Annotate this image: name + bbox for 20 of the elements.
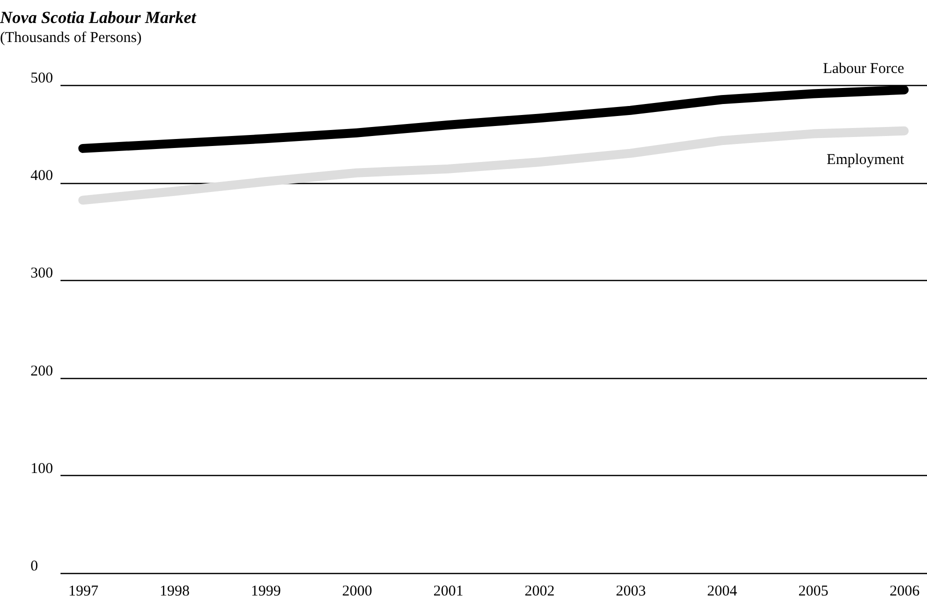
x-tick-label: 2001	[433, 584, 464, 600]
x-tick-label: 2004	[707, 584, 738, 600]
y-tick-label: 300	[30, 266, 53, 282]
y-tick-label: 400	[30, 168, 53, 184]
x-tick-label: 1998	[160, 584, 190, 600]
y-tick-label: 500	[30, 70, 53, 86]
series-label: Labour Force	[822, 60, 905, 77]
y-tick-label: 200	[30, 363, 53, 380]
y-tick-label: 100	[30, 460, 53, 477]
chart-subtitle: (Thousands of Persons)	[0, 30, 142, 46]
x-tick-label: 1997	[68, 584, 99, 600]
x-tick-label: 2003	[616, 584, 646, 600]
x-tick-label: 2006	[890, 584, 920, 600]
x-tick-label: 1999	[250, 584, 281, 600]
chart-title: Nova Scotia Labour Market	[0, 8, 198, 27]
x-tick-label: 2002	[524, 584, 555, 600]
x-tick-label: 2000	[342, 584, 372, 600]
series-label: Employment	[826, 152, 906, 168]
y-tick-label: 0	[30, 558, 38, 574]
x-tick-label: 2005	[798, 584, 828, 600]
